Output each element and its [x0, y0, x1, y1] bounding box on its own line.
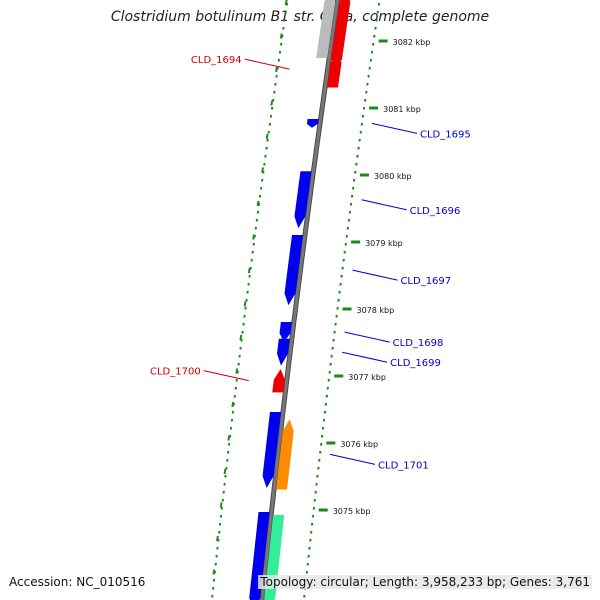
kbp-tick-label: 3075 kbp [333, 507, 371, 516]
unlabeled-gene [330, 0, 351, 60]
label-leader-line [361, 199, 407, 211]
kbp-tick-label: 3080 kbp [374, 172, 412, 181]
gene-label: CLD_1697 [400, 276, 451, 287]
label-leader-line [203, 370, 249, 382]
kbp-tick-label: 3079 kbp [365, 239, 403, 248]
label-leader-line [371, 122, 418, 134]
gene-label: CLD_1698 [393, 338, 444, 349]
gene-cld_1697 [284, 234, 303, 306]
unlabeled-gene [262, 412, 281, 488]
mid-tick [227, 435, 231, 441]
gene-label: CLD_1694 [191, 55, 242, 66]
mid-tick [239, 334, 243, 341]
gene-label: CLD_1700 [150, 367, 201, 378]
label-leader-line [344, 331, 390, 343]
mid-tick [223, 468, 227, 475]
gene-label: CLD_1695 [420, 129, 471, 140]
kbp-tick-label: 3081 kbp [383, 105, 421, 114]
mid-tick [256, 200, 260, 207]
backbone-layer [259, 0, 341, 600]
kbp-tick-label: 3078 kbp [357, 306, 395, 315]
label-leader-line [342, 351, 388, 363]
gene-label: CLD_1696 [410, 206, 461, 217]
mid-tick [265, 133, 269, 140]
mid-tick [235, 368, 239, 374]
label-leader-line [352, 269, 398, 281]
mid-tick [212, 569, 216, 575]
mid-tick [252, 234, 256, 240]
gene-label: CLD_1699 [390, 358, 441, 369]
gene-cld_1700 [272, 368, 285, 393]
kbp-tick-label: 3077 kbp [348, 373, 386, 382]
gene-cld_1695 [306, 119, 319, 128]
mid-tick [279, 33, 283, 39]
genome-backbone-highlight [260, 0, 340, 600]
mid-tick [231, 401, 235, 408]
unlabeled-gene [316, 0, 336, 58]
genome-summary: Topology: circular; Length: 3,958,233 bp… [258, 575, 592, 589]
tick-layer: 3075 kbp 3076 kbp 3077 kbp 3078 kbp 3079 kbp… [211, 0, 431, 598]
mid-tick [216, 535, 219, 542]
mid-tick [219, 502, 223, 508]
label-leader-line [329, 453, 376, 465]
accession-label: Accession: NC_010516 [9, 575, 146, 589]
kbp-tick-label: 3076 kbp [340, 440, 378, 449]
gene-cld_1694 [326, 50, 342, 88]
label-layer: CLD_1694 CLD_1695 CLD_1696 CLD_1697 CLD_1698… [150, 55, 471, 471]
gene-cld_1696 [294, 171, 312, 229]
kbp-tick-label: 3082 kbp [393, 38, 431, 47]
unlabeled-gene [249, 512, 270, 600]
genome-title: Clostridium botulinum B1 str. Okra, comp… [110, 9, 490, 25]
mid-tick [270, 100, 274, 106]
label-leader-line [244, 58, 290, 70]
gene-cld_1701 [276, 419, 294, 490]
gene-cld_1698 [279, 322, 292, 343]
gene-label: CLD_1701 [378, 460, 429, 471]
mid-tick [261, 167, 264, 173]
mid-tick [284, 0, 288, 6]
mid-tick [247, 267, 251, 274]
mid-tick [243, 301, 247, 307]
gene-layer [272, 50, 342, 490]
mid-tick [275, 66, 278, 73]
gene-cld_1699 [276, 338, 290, 366]
